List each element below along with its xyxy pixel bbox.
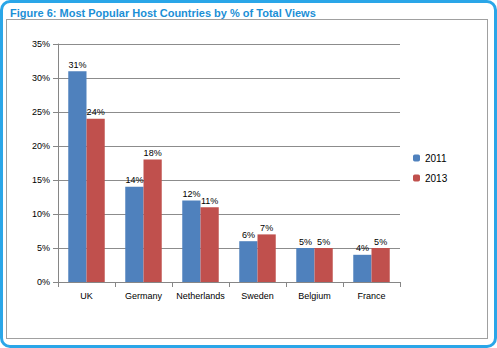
svg-text:Figure 6: Most Popular Host Co: Figure 6: Most Popular Host Countries by… [10,7,316,19]
svg-text:20%: 20% [32,141,50,151]
svg-text:Netherlands: Netherlands [176,291,225,301]
svg-text:2011: 2011 [425,153,447,164]
svg-text:10%: 10% [32,209,50,219]
svg-text:0%: 0% [37,277,50,287]
svg-text:30%: 30% [32,73,50,83]
svg-text:4%: 4% [356,243,369,253]
svg-text:18%: 18% [144,148,162,158]
svg-text:5%: 5% [299,237,312,247]
svg-text:7%: 7% [260,223,273,233]
svg-text:15%: 15% [32,175,50,185]
svg-text:24%: 24% [87,107,105,117]
svg-text:5%: 5% [317,237,330,247]
svg-text:2013: 2013 [425,173,448,184]
svg-text:14%: 14% [125,175,143,185]
svg-text:UK: UK [80,291,93,301]
svg-text:Belgium: Belgium [298,291,331,301]
svg-text:35%: 35% [32,39,50,49]
svg-text:25%: 25% [32,107,50,117]
svg-text:Germany: Germany [125,291,163,301]
svg-text:France: France [357,291,385,301]
svg-text:5%: 5% [37,243,50,253]
svg-text:5%: 5% [374,237,387,247]
svg-text:11%: 11% [201,196,218,206]
svg-text:Sweden: Sweden [241,291,274,301]
svg-text:31%: 31% [68,60,86,70]
svg-text:6%: 6% [242,230,255,240]
svg-text:12%: 12% [182,189,200,199]
